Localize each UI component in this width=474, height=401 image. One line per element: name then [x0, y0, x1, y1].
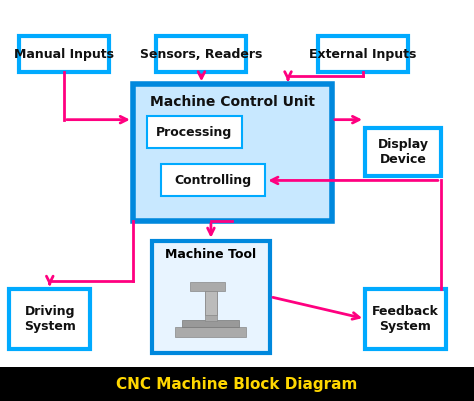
Text: External Inputs: External Inputs: [309, 48, 416, 61]
FancyBboxPatch shape: [161, 164, 265, 196]
Text: Display
Device: Display Device: [377, 138, 428, 166]
FancyBboxPatch shape: [365, 128, 441, 176]
FancyBboxPatch shape: [318, 36, 408, 72]
FancyBboxPatch shape: [19, 36, 109, 72]
FancyBboxPatch shape: [133, 84, 332, 221]
Text: Manual Inputs: Manual Inputs: [14, 48, 114, 61]
Text: CNC Machine Block Diagram: CNC Machine Block Diagram: [116, 377, 358, 392]
FancyBboxPatch shape: [147, 116, 242, 148]
Text: Controlling: Controlling: [175, 174, 252, 187]
Bar: [205, 291, 217, 315]
Text: Machine Control Unit: Machine Control Unit: [150, 95, 315, 109]
FancyBboxPatch shape: [365, 289, 446, 349]
Text: Sensors, Readers: Sensors, Readers: [140, 48, 263, 61]
Bar: [182, 320, 239, 327]
FancyBboxPatch shape: [156, 36, 246, 72]
Bar: [190, 282, 225, 291]
Bar: [175, 327, 246, 337]
Text: Feedback
System: Feedback System: [372, 305, 439, 333]
FancyBboxPatch shape: [9, 289, 90, 349]
Text: Machine Tool: Machine Tool: [165, 248, 256, 261]
FancyBboxPatch shape: [152, 241, 270, 353]
Text: Processing: Processing: [156, 126, 232, 139]
Text: Driving
System: Driving System: [24, 305, 76, 333]
Bar: [205, 285, 217, 321]
FancyBboxPatch shape: [0, 367, 474, 401]
